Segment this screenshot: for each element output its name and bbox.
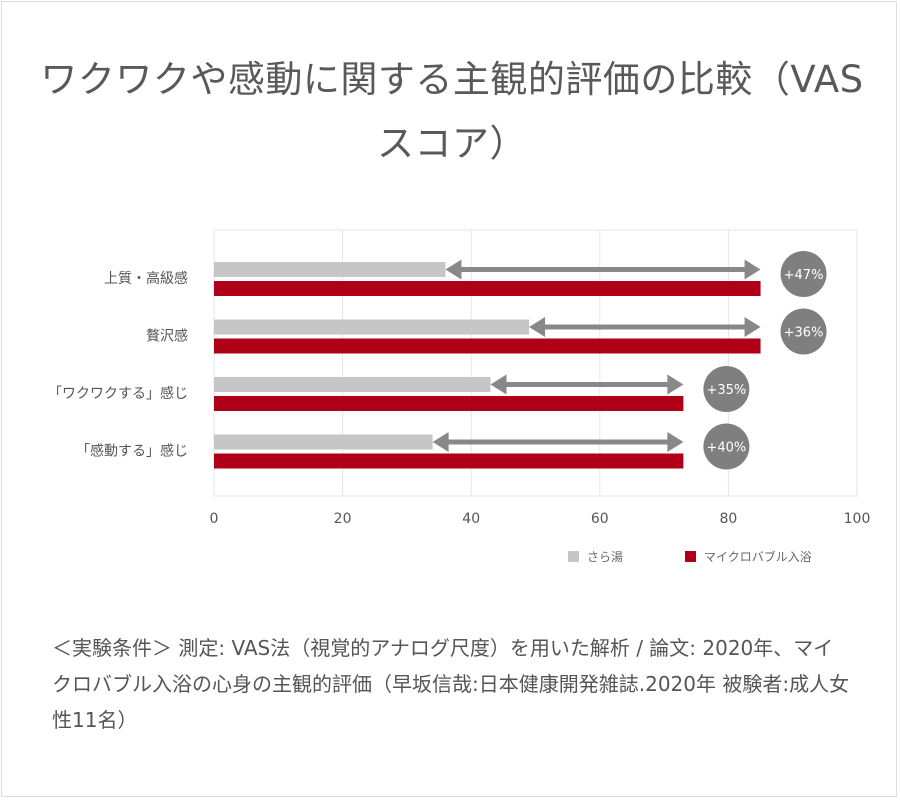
chart-title: ワクワクや感動に関する主観的評価の比較（VASスコア）: [40, 58, 864, 165]
bar-マイクロバブル入浴: [214, 281, 761, 296]
x-tick-label: 20: [334, 511, 352, 527]
legend: さら湯 マイクロバブル入浴: [568, 549, 812, 564]
bar-マイクロバブル入浴: [214, 453, 684, 469]
percent-badge-label: +36%: [784, 326, 824, 341]
percent-badge-label: +40%: [706, 441, 746, 456]
arrow-head-left: [490, 374, 507, 395]
arrow-head-left: [432, 432, 449, 452]
x-tick-label: 40: [462, 511, 480, 527]
percent-badge-label: +35%: [706, 383, 746, 398]
arrow-head-right: [667, 374, 684, 395]
arrow-head-right: [744, 317, 761, 337]
category-label: 「ワクワクする」感じ: [48, 385, 188, 402]
bar-さら湯: [214, 262, 446, 277]
arrow-head-right: [744, 259, 761, 280]
legend-label: さら湯: [587, 550, 623, 564]
bar-マイクロバブル入浴: [214, 396, 684, 411]
legend-swatch: [568, 551, 579, 562]
bar-さら湯: [214, 319, 530, 335]
difference-arrows: [432, 259, 761, 452]
percent-badge-label: +47%: [784, 268, 824, 283]
bar-さら湯: [214, 434, 433, 450]
percent-badge: [780, 308, 827, 355]
legend-swatch: [685, 551, 696, 562]
arrow-head-left: [529, 317, 546, 337]
x-tick-label: 60: [591, 511, 609, 527]
x-tick-label: 80: [719, 511, 737, 527]
arrow-head-right: [667, 432, 684, 452]
percent-badge: [703, 423, 750, 470]
experiment-note: ＜実験条件＞ 測定: VAS法（視覚的アナログ尺度）を用いた解析 / 論文: 2…: [52, 636, 850, 732]
x-tick-label: 0: [210, 511, 219, 527]
percent-badge: [780, 251, 827, 297]
category-label: 贅沢感: [146, 328, 188, 345]
percent-badge: [703, 366, 750, 412]
legend-label: マイクロバブル入浴: [704, 549, 812, 564]
category-label: 「感動する」感じ: [76, 443, 188, 460]
bars: [214, 262, 761, 469]
category-label: 上質・高級感: [104, 270, 188, 287]
bar-マイクロバブル入浴: [214, 338, 761, 354]
percent-badges: +47% +36% +35% +40%: [703, 251, 827, 470]
x-axis-ticks: 0 20 40 60 80 100: [210, 511, 871, 527]
bar-さら湯: [214, 377, 491, 392]
x-tick-label: 100: [844, 511, 871, 527]
arrow-head-left: [445, 259, 462, 280]
